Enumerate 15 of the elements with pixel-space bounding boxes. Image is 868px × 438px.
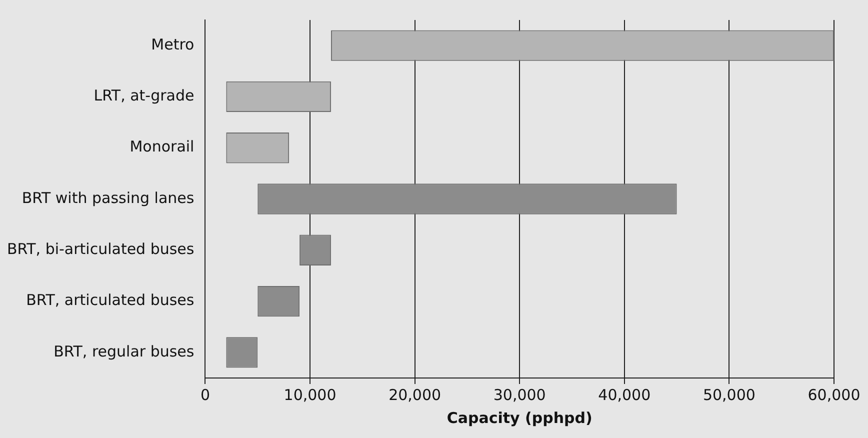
x-tick-label: 40,000: [598, 386, 651, 404]
x-tick-label: 20,000: [388, 386, 442, 404]
y-tick-label: BRT, bi-articulated buses: [6, 240, 194, 258]
x-tick-label: 10,000: [284, 386, 336, 404]
x-tick-label: 60,000: [808, 386, 860, 404]
x-tick-label: 0: [200, 386, 210, 404]
y-tick-label: Monorail: [130, 138, 194, 156]
x-tick-label: 30,000: [493, 386, 546, 404]
y-tick-label: BRT, regular buses: [54, 342, 194, 360]
y-tick-label: BRT, articulated buses: [26, 291, 194, 310]
x-tick-label: 50,000: [702, 386, 756, 404]
x-axis-title: Capacity (pphpd): [446, 408, 592, 427]
y-tick-label: BRT with passing lanes: [22, 188, 194, 207]
y-tick-label: Metro: [151, 35, 194, 54]
y-tick-label: LRT, at-grade: [94, 86, 194, 105]
